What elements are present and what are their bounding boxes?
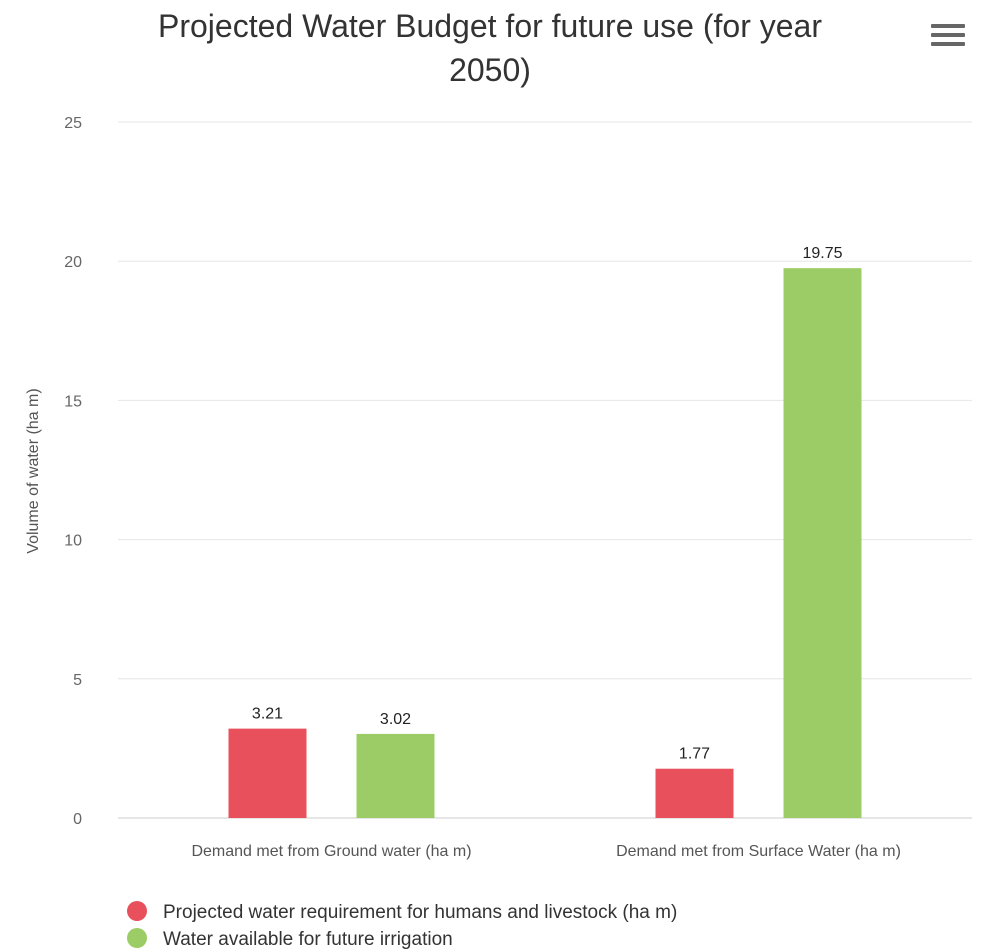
chart-title-line-2: 2050)	[449, 52, 531, 88]
legend-marker	[127, 928, 147, 948]
x-tick-label: Demand met from Ground water (ha m)	[191, 843, 471, 860]
legend-label: Projected water requirement for humans a…	[163, 902, 677, 923]
bar[interactable]	[655, 768, 734, 818]
data-label: 19.75	[802, 245, 842, 262]
y-tick-label: 15	[64, 393, 82, 410]
chart-title-line-1: Projected Water Budget for future use (f…	[158, 8, 822, 44]
legend-item[interactable]: Water available for future irrigation	[127, 928, 453, 950]
y-axis-title: Volume of water (ha m)	[25, 388, 42, 553]
y-tick-label: 20	[64, 254, 82, 271]
bar[interactable]	[228, 728, 307, 818]
y-tick-label: 10	[64, 533, 82, 550]
legend-item[interactable]: Projected water requirement for humans a…	[127, 901, 677, 923]
legend-marker	[127, 901, 147, 921]
bars	[228, 268, 862, 818]
x-tick-label: Demand met from Surface Water (ha m)	[616, 843, 901, 860]
legend: Projected water requirement for humans a…	[127, 901, 677, 950]
chart-menu-button[interactable]	[922, 14, 972, 56]
hamburger-menu-icon	[931, 24, 965, 46]
data-labels: 3.21 3.02 1.77 19.75	[252, 245, 843, 763]
legend-label: Water available for future irrigation	[163, 929, 453, 950]
bar[interactable]	[356, 733, 435, 818]
y-tick-label: 5	[73, 672, 82, 689]
data-label: 3.02	[380, 711, 411, 728]
y-axis-ticks: 0 5 10 15 20 25	[64, 115, 82, 828]
bar[interactable]	[783, 268, 862, 818]
y-tick-label: 0	[73, 811, 82, 828]
data-label: 1.77	[679, 746, 710, 763]
y-tick-label: 25	[64, 115, 82, 132]
x-axis-ticks: Demand met from Ground water (ha m) Deman…	[191, 843, 900, 860]
data-label: 3.21	[252, 706, 283, 723]
